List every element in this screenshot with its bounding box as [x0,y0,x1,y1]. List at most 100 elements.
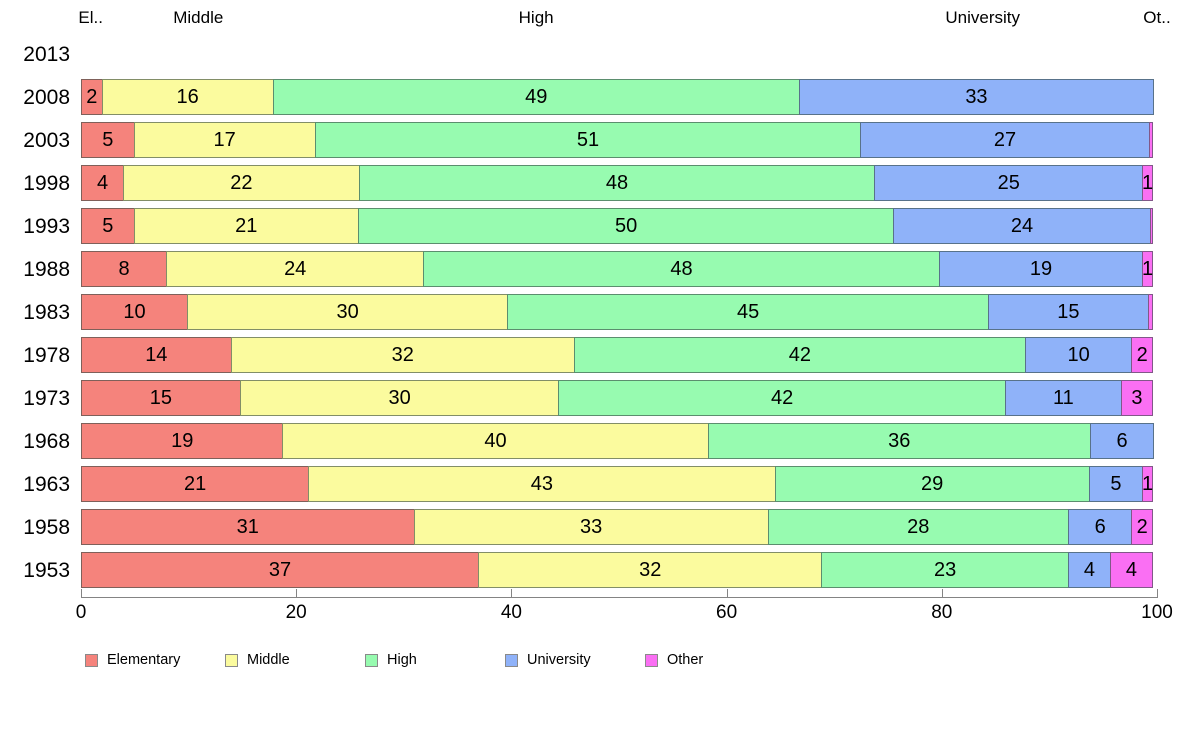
column-header-other[interactable]: Ot.. [1143,8,1171,27]
bar-segment-high-1998[interactable]: 48 [358,165,876,201]
legend-item-middle[interactable]: Middle [225,652,365,668]
bar-segment-high-1993[interactable]: 50 [357,208,895,244]
bar-segment-other-1958[interactable]: 2 [1131,509,1153,545]
bar-segment-university-1998[interactable]: 25 [874,165,1144,201]
bar-segment-other-1963[interactable]: 1 [1142,466,1153,502]
bar-segment-value: 4 [1125,559,1137,581]
year-label-1983: 1983 [23,301,70,324]
bar-segment-elementary-1958[interactable]: 31 [81,509,415,545]
bar-segment-value: 5 [102,129,114,151]
bar-segment-value: 32 [639,559,662,581]
bar-segment-university-1953[interactable]: 4 [1067,552,1111,588]
chart-row-1963: 1963 21 43 29 5 1 [0,463,1188,506]
legend-item-university[interactable]: University [505,652,645,668]
bar-segment-middle-1988[interactable]: 24 [166,251,425,287]
bar-segment-high-1958[interactable]: 28 [767,509,1069,545]
bar-segment-value: 2 [1136,516,1148,538]
bar-segment-value: 15 [1057,301,1080,323]
bar-segment-elementary-1988[interactable]: 8 [81,251,168,287]
year-label-2008: 2008 [23,86,70,109]
bar-segment-university-1958[interactable]: 6 [1067,509,1133,545]
bar-segment-value: 28 [907,516,930,538]
bar-segment-university-1983[interactable]: 15 [988,294,1149,330]
bar-segment-value: 17 [213,129,236,151]
bar-segment-middle-2008[interactable]: 16 [101,79,274,115]
bar-segment-value: 30 [336,301,359,323]
bar-segment-middle-1993[interactable]: 21 [133,208,359,244]
bar-segment-elementary-1993[interactable]: 5 [81,208,135,244]
bar-segment-middle-1973[interactable]: 30 [239,380,560,416]
bar-segment-university-1968[interactable]: 6 [1090,423,1154,459]
legend-item-other[interactable]: Other [645,652,785,668]
bar-segment-middle-1983[interactable]: 30 [187,294,509,330]
bar-segment-university-1988[interactable]: 19 [938,251,1144,287]
bar-segment-high-1983[interactable]: 45 [507,294,990,330]
column-header-high[interactable]: High [518,8,554,27]
bar-segment-high-1968[interactable]: 36 [707,423,1092,459]
bar-segment-elementary-1998[interactable]: 4 [81,165,125,201]
bar-segment-high-1978[interactable]: 42 [573,337,1026,373]
legend-swatch-university-icon [505,653,518,667]
bar-segment-value: 19 [171,430,194,452]
bar-segment-high-1963[interactable]: 29 [774,466,1090,502]
legend-swatch-other-icon [645,653,658,667]
bar-segment-middle-1968[interactable]: 40 [282,423,709,459]
chart-row-1983: 1983 10 30 45 15 [0,291,1188,334]
bar-segment-elementary-1968[interactable]: 19 [81,423,284,459]
bar-segment-value: 3 [1131,387,1143,409]
bar-segment-middle-1963[interactable]: 43 [308,466,776,502]
bar-segment-elementary-2003[interactable]: 5 [81,122,135,158]
legend-item-high[interactable]: High [365,652,505,668]
bar-segment-university-1973[interactable]: 11 [1004,380,1123,416]
year-label-2003: 2003 [23,129,70,152]
column-header-middle[interactable]: Middle [173,8,224,27]
bar-segment-university-2008[interactable]: 33 [798,79,1154,115]
bar-segment-value: 31 [236,516,259,538]
stacked-bar-1963: 21 43 29 5 1 [81,466,1157,502]
bar-segment-other-2003[interactable] [1148,122,1153,158]
bar-segment-value: 48 [670,258,693,280]
bar-segment-elementary-1983[interactable]: 10 [81,294,189,330]
bar-segment-elementary-1978[interactable]: 14 [81,337,232,373]
bar-segment-university-1963[interactable]: 5 [1088,466,1144,502]
bar-segment-value: 8 [118,258,130,280]
bar-segment-elementary-2008[interactable]: 2 [81,79,103,115]
bar-segment-value: 16 [176,86,199,108]
bar-segment-other-1983[interactable] [1147,294,1153,330]
bar-segment-other-1993[interactable] [1149,208,1153,244]
bar-segment-value: 21 [235,215,258,237]
year-label-1968: 1968 [23,430,70,453]
bar-segment-middle-1998[interactable]: 22 [123,165,360,201]
bar-segment-middle-1953[interactable]: 32 [478,552,823,588]
bar-segment-middle-2003[interactable]: 17 [133,122,316,158]
bar-segment-other-1953[interactable]: 4 [1109,552,1153,588]
bar-segment-other-1988[interactable]: 1 [1142,251,1153,287]
legend-label-other: Other [667,652,704,668]
stacked-bar-1988: 8 24 48 19 1 [81,251,1157,287]
bar-segment-other-1973[interactable]: 3 [1121,380,1153,416]
stacked-bar-1998: 4 22 48 25 1 [81,165,1157,201]
bar-segment-high-1973[interactable]: 42 [558,380,1006,416]
stacked-bar-1978: 14 32 42 10 2 [81,337,1157,373]
bar-segment-value: 33 [579,516,603,538]
bar-segment-university-1993[interactable]: 24 [893,208,1151,244]
bar-segment-university-2003[interactable]: 27 [860,122,1150,158]
bar-segment-middle-1978[interactable]: 32 [230,337,575,373]
column-header-university[interactable]: University [945,8,1020,27]
year-label-1973: 1973 [23,387,70,410]
bar-segment-value: 27 [993,129,1017,151]
year-label-1993: 1993 [23,215,70,238]
bar-segment-middle-1958[interactable]: 33 [413,509,769,545]
bar-segment-university-1978[interactable]: 10 [1024,337,1133,373]
bar-segment-high-2003[interactable]: 51 [314,122,862,158]
bar-segment-elementary-1973[interactable]: 15 [81,380,241,416]
legend-item-elementary[interactable]: Elementary [85,652,225,668]
column-header-elementary[interactable]: El.. [78,8,103,27]
bar-segment-other-1998[interactable]: 1 [1142,165,1153,201]
bar-segment-elementary-1963[interactable]: 21 [81,466,310,502]
bar-segment-high-2008[interactable]: 49 [272,79,800,115]
bar-segment-elementary-1953[interactable]: 37 [81,552,480,588]
bar-segment-high-1953[interactable]: 23 [821,552,1069,588]
bar-segment-high-1988[interactable]: 48 [423,251,940,287]
bar-segment-other-1978[interactable]: 2 [1131,337,1153,373]
